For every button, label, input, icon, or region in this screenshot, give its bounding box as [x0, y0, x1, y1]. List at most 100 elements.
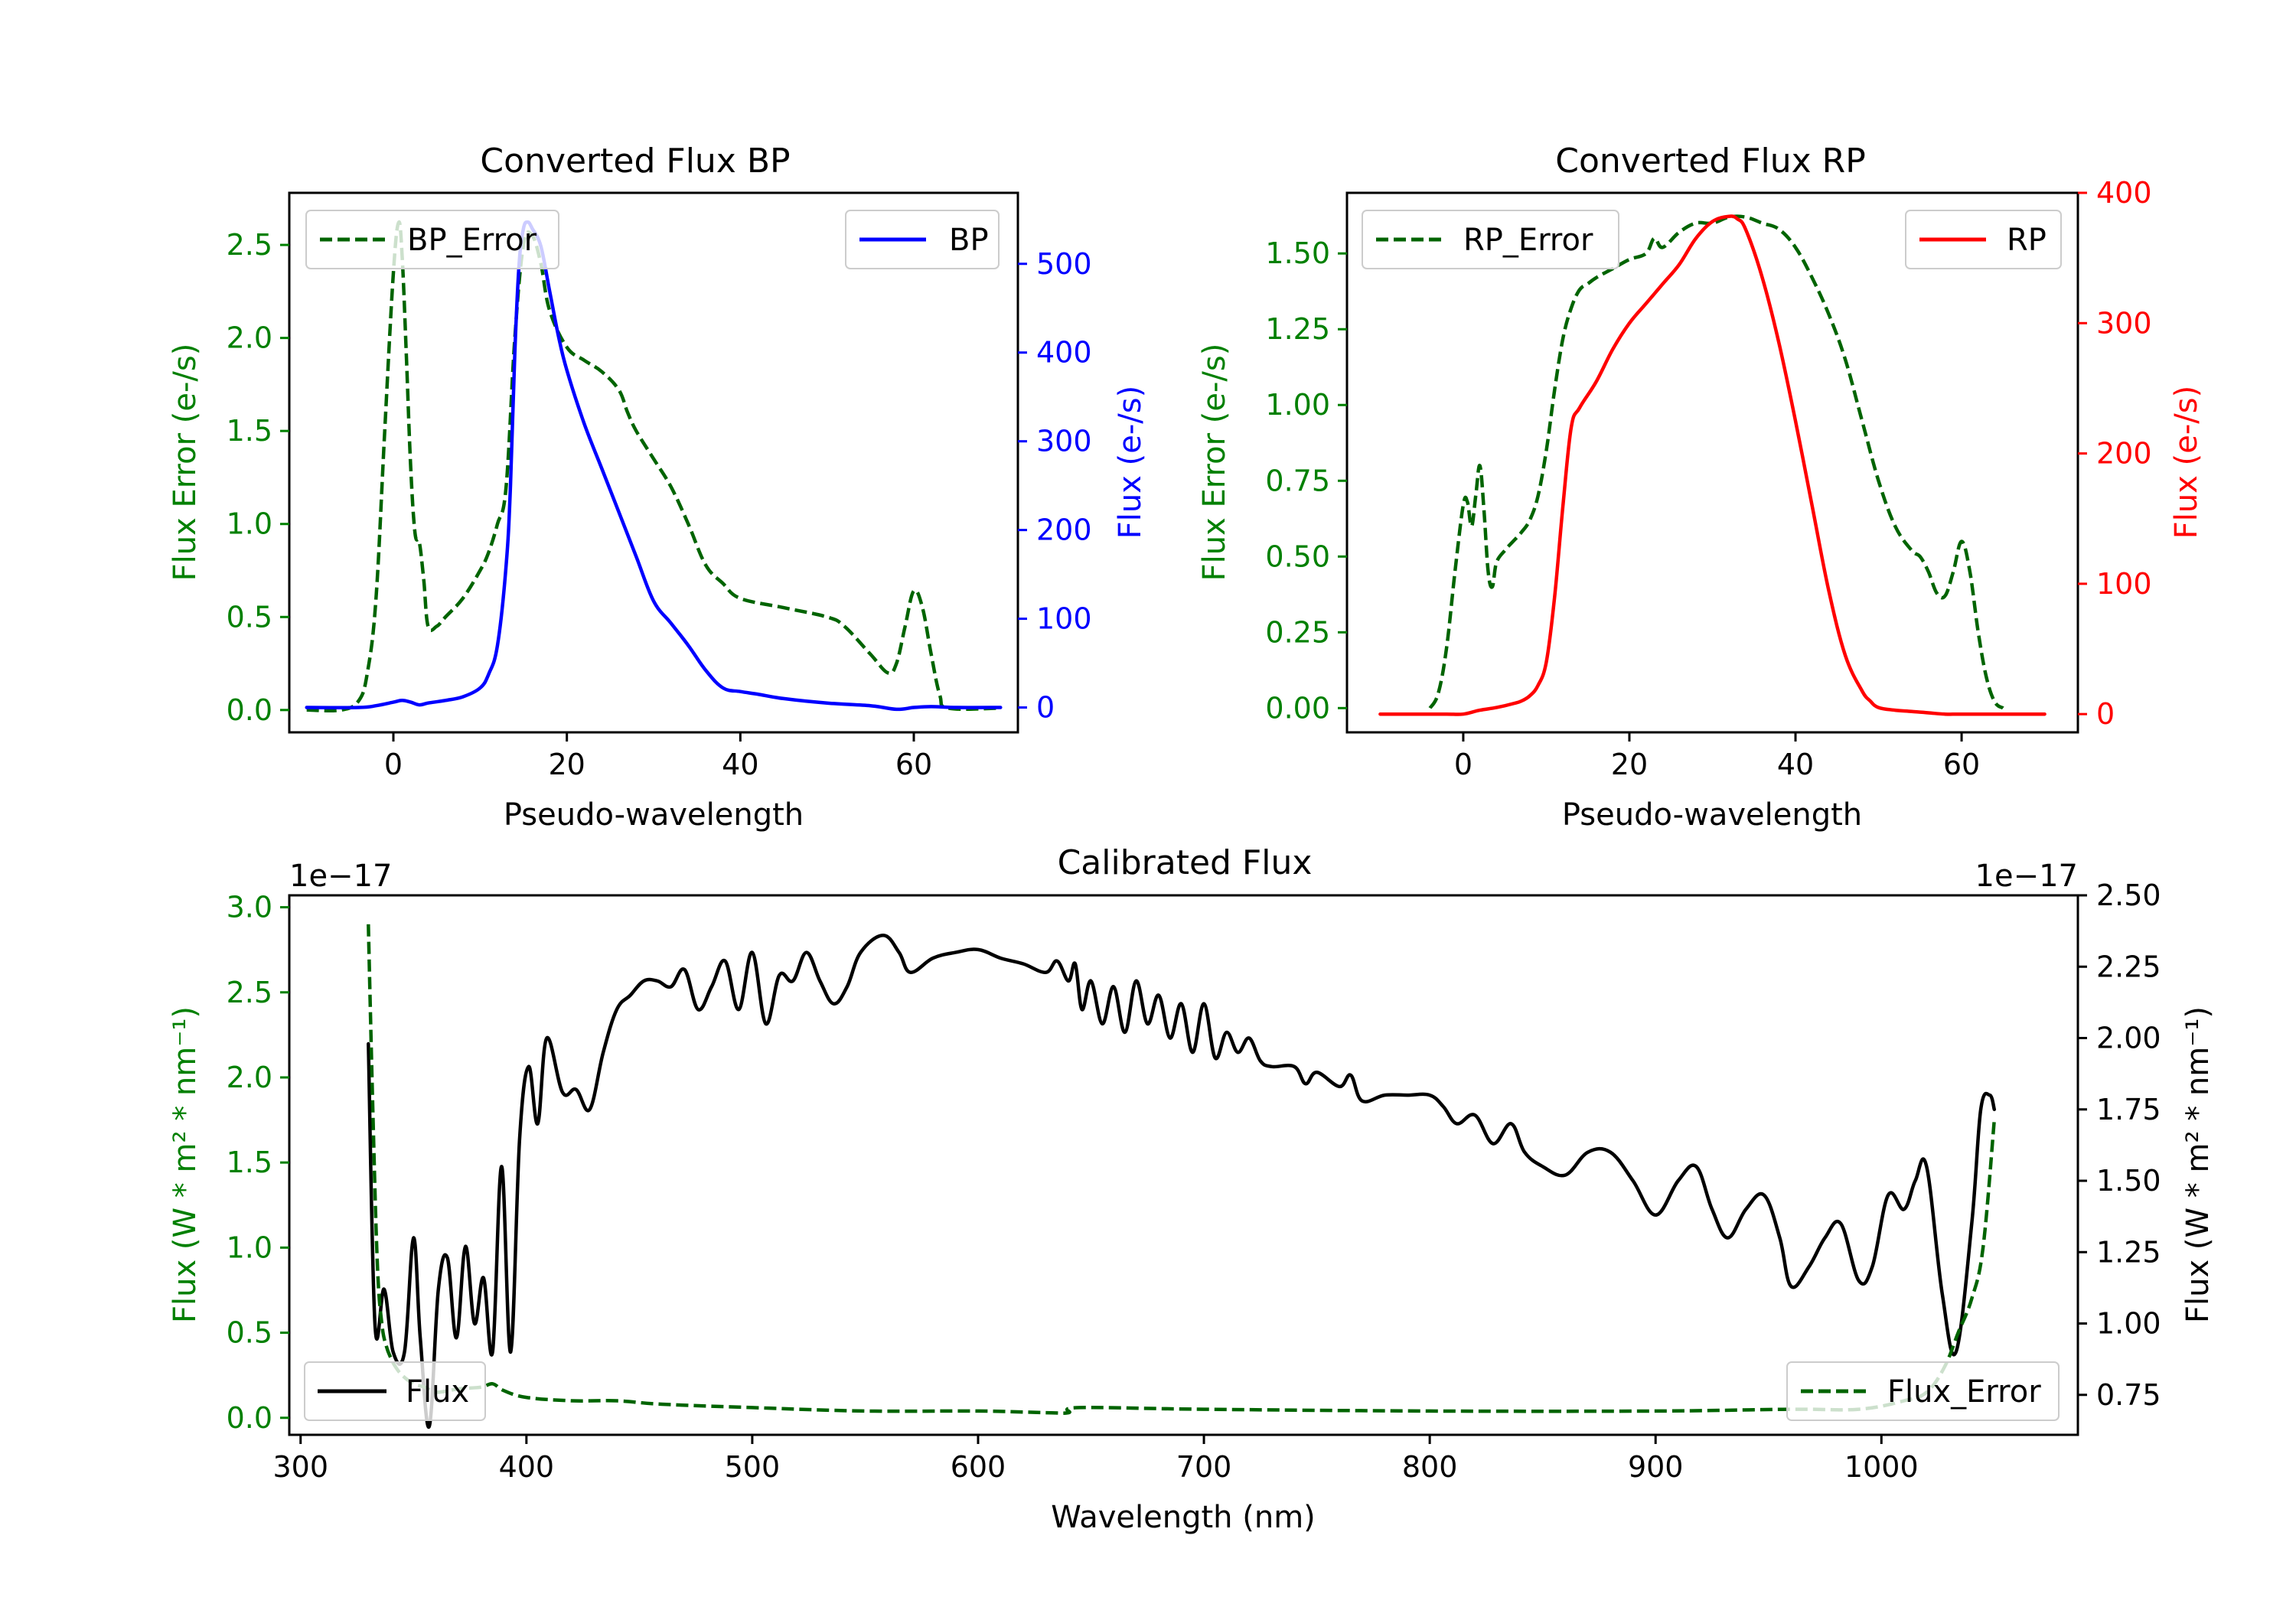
- bp-right-ticks: 0 100 200 300 400 500: [1018, 247, 1092, 725]
- cal-x-tick-label: 300: [272, 1450, 328, 1484]
- rp-axes-frame: [1345, 191, 2079, 734]
- chart-rp: Converted Flux RP 0 20 40 60 0.000.250.500.…: [1197, 142, 2204, 833]
- cal-legend-right: Flux_Error: [1786, 1361, 2060, 1421]
- bp-left-tick-label: 2.0: [227, 321, 272, 355]
- chart-calibrated: Calibrated Flux 1e−17 1e−17 300 400 500 600…: [168, 843, 2216, 1535]
- cal-right-tick-label: 2.00: [2096, 1022, 2161, 1055]
- rp-right-tick-label: 300: [2096, 306, 2152, 340]
- rp-right-axis-label: Flux (e-/s): [2169, 386, 2204, 539]
- cal-x-tick-label: 800: [1402, 1450, 1458, 1484]
- bp-left-axis-label: Flux Error (e-/s): [168, 344, 203, 582]
- rp-left-tick-label: 1.25: [1265, 312, 1330, 346]
- bp-right-tick-label: 300: [1036, 425, 1092, 458]
- bp-left-tick-label: 2.5: [227, 228, 272, 262]
- cal-x-tick-label: 400: [499, 1450, 555, 1484]
- cal-x-axis-label: Wavelength (nm): [1051, 1500, 1316, 1535]
- rp-x-tick-label: 40: [1777, 748, 1814, 781]
- bp-x-tick-label: 60: [895, 748, 932, 781]
- cal-left-tick-label: 2.0: [227, 1061, 272, 1094]
- cal-right-tick-label: 1.25: [2096, 1235, 2161, 1269]
- rp-legend-left-label: RP_Error: [1463, 223, 1593, 258]
- cal-right-offset: 1e−17: [1975, 859, 2078, 894]
- cal-left-tick-label: 0.0: [227, 1401, 272, 1435]
- rp-x-ticks: 0 20 40 60: [1454, 732, 1980, 781]
- bp-left-tick-label: 0.5: [227, 600, 272, 634]
- cal-x-tick-label: 900: [1628, 1450, 1684, 1484]
- cal-legend-right-box: [1786, 1361, 2060, 1421]
- cal-left-tick-label: 1.0: [227, 1231, 272, 1264]
- rp-left-tick-label: 0.50: [1265, 539, 1330, 573]
- cal-right-ticks: 0.75 1.00 1.25 1.50 1.75 2.00 2.25 2.50: [2078, 878, 2161, 1412]
- rp-right-tick-label: 0: [2096, 697, 2115, 731]
- rp-x-tick-label: 0: [1454, 748, 1473, 781]
- cal-left-ticks: 0.0 0.5 1.0 1.5 2.0 2.5 3.0: [227, 891, 289, 1435]
- rp-legend-left-box: [1362, 210, 1619, 269]
- cal-left-axis-label: Flux (W * m² * nm⁻¹): [168, 1006, 203, 1323]
- cal-right-tick-label: 0.75: [2096, 1378, 2161, 1412]
- cal-legend-left-label: Flux: [406, 1374, 469, 1410]
- rp-right-tick-label: 200: [2096, 437, 2152, 471]
- bp-left-tick-label: 1.5: [227, 414, 272, 448]
- cal-left-tick-label: 1.5: [227, 1146, 272, 1179]
- cal-left-tick-label: 0.5: [227, 1316, 272, 1350]
- rp-left-tick-label: 1.50: [1265, 236, 1330, 270]
- rp-title: Converted Flux RP: [1555, 142, 1866, 181]
- cal-x-tick-label: 500: [725, 1450, 781, 1484]
- rp-right-ticks: 0 100 200 300 400: [2078, 176, 2152, 731]
- bp-left-tick-label: 0.0: [227, 693, 272, 727]
- rp-legend-right: RP: [1905, 210, 2062, 269]
- rp-left-axis-label: Flux Error (e-/s): [1197, 344, 1232, 582]
- rp-left-tick-label: 0.25: [1265, 615, 1330, 649]
- bp-axes-frame: [288, 191, 1019, 734]
- bp-right-tick-label: 200: [1036, 513, 1092, 547]
- cal-x-tick-label: 600: [951, 1450, 1006, 1484]
- cal-series-flux: [367, 933, 1997, 1429]
- cal-legend-left: Flux: [304, 1361, 486, 1421]
- rp-legend-right-label: RP: [2007, 223, 2047, 258]
- cal-right-tick-label: 1.50: [2096, 1164, 2161, 1198]
- cal-x-tick-label: 1000: [1844, 1450, 1919, 1484]
- cal-legend-left-box: [304, 1361, 486, 1421]
- bp-title: Converted Flux BP: [480, 142, 790, 181]
- cal-left-tick-label: 2.5: [227, 976, 272, 1009]
- cal-x-ticks: 300 400 500 600 700 800 900 1000: [272, 1435, 1919, 1484]
- rp-left-ticks: 0.00 0.25 0.50 0.75 1.00 1.25 1.50: [1265, 236, 1347, 725]
- rp-x-tick-label: 60: [1943, 748, 1980, 781]
- cal-right-tick-label: 1.75: [2096, 1093, 2161, 1126]
- rp-right-tick-label: 400: [2096, 176, 2152, 210]
- cal-left-offset: 1e−17: [289, 859, 392, 894]
- cal-right-tick-label: 1.00: [2096, 1307, 2161, 1341]
- bp-legend-left-box: [305, 210, 559, 269]
- bp-right-axis-label: Flux (e-/s): [1113, 386, 1148, 539]
- cal-right-axis-label: Flux (W * m² * nm⁻¹): [2180, 1006, 2216, 1323]
- rp-legend-left: RP_Error: [1362, 210, 1619, 269]
- bp-left-ticks: 0.0 0.5 1.0 1.5 2.0 2.5: [227, 228, 289, 727]
- rp-left-tick-label: 0.00: [1265, 691, 1330, 725]
- bp-x-tick-label: 20: [548, 748, 585, 781]
- rp-left-tick-label: 1.00: [1265, 388, 1330, 422]
- bp-right-tick-label: 400: [1036, 336, 1092, 370]
- bp-legend-right-label: BP: [949, 223, 989, 258]
- bp-x-tick-label: 0: [384, 748, 403, 781]
- cal-left-tick-label: 3.0: [227, 891, 272, 924]
- chart-bp: Converted Flux BP 0 20 40 60 0.0 0.5 1.0 1.5 2.…: [168, 142, 1148, 833]
- rp-series-rp-error: [1428, 214, 2004, 710]
- rp-plot-area: [1378, 214, 2047, 716]
- bp-right-tick-label: 100: [1036, 602, 1092, 636]
- bp-left-tick-label: 1.0: [227, 507, 272, 541]
- cal-axes-frame: [288, 894, 2079, 1436]
- rp-x-axis-label: Pseudo-wavelength: [1562, 797, 1862, 833]
- bp-x-axis-label: Pseudo-wavelength: [504, 797, 804, 833]
- cal-x-tick-label: 700: [1176, 1450, 1232, 1484]
- bp-x-tick-label: 40: [722, 748, 758, 781]
- bp-legend-left: BP_Error: [305, 210, 559, 269]
- cal-right-tick-label: 2.25: [2096, 950, 2161, 983]
- bp-legend-left-label: BP_Error: [407, 223, 537, 258]
- cal-title: Calibrated Flux: [1058, 843, 1313, 882]
- bp-x-ticks: 0 20 40 60: [384, 732, 932, 781]
- rp-series-rp: [1378, 214, 2047, 716]
- cal-right-tick-label: 2.50: [2096, 878, 2161, 912]
- rp-x-tick-label: 20: [1611, 748, 1648, 781]
- bp-legend-right: BP: [845, 210, 1000, 269]
